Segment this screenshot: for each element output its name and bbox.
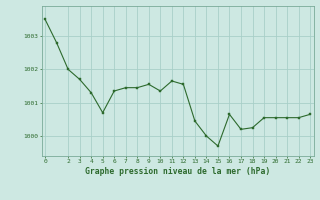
X-axis label: Graphe pression niveau de la mer (hPa): Graphe pression niveau de la mer (hPa) <box>85 167 270 176</box>
